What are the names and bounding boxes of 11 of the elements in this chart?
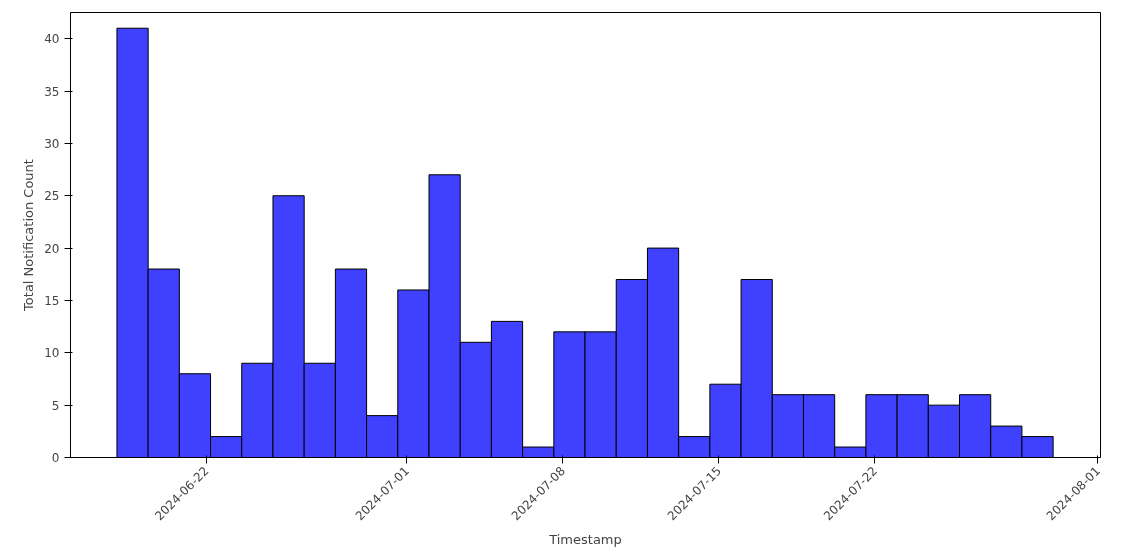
y-tick-label: 10: [44, 346, 60, 361]
y-tick-label: 15: [44, 293, 60, 308]
y-tick-label: 5: [51, 398, 60, 413]
y-tick-label: 25: [44, 189, 60, 204]
y-tick-label: 0: [51, 451, 60, 465]
y-axis-title: Total Notification Count: [21, 159, 37, 312]
y-tick-label: 35: [44, 84, 60, 99]
y-tick-label: 30: [44, 136, 60, 151]
x-axis-title: Timestamp: [548, 532, 622, 548]
y-tick-label: 20: [44, 241, 60, 256]
y-tick-label: 40: [44, 32, 60, 47]
